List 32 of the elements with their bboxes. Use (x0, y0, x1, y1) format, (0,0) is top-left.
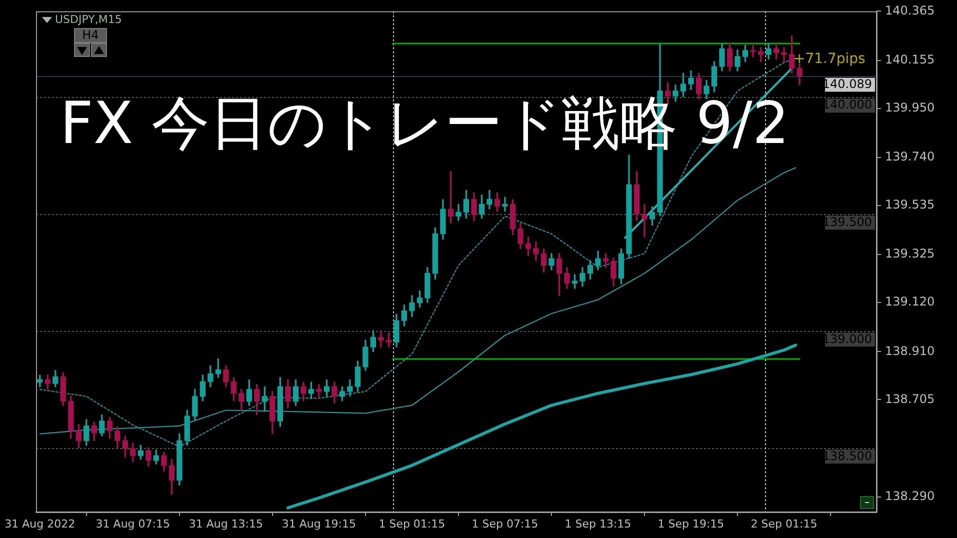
y-tick-label: 139.740 (885, 150, 935, 164)
candlestick (750, 44, 756, 58)
candlestick (781, 47, 787, 62)
ref-line-label: 139.000 (822, 332, 872, 346)
ref-line-label: 140.000 (822, 98, 872, 112)
y-tick-label: 139.325 (885, 246, 935, 261)
ref-line-label: 140.089 (822, 76, 872, 91)
y-tick-label: 138.910 (885, 344, 935, 358)
x-tick-label: 31 Aug 2022 (4, 517, 76, 530)
x-tick-label: 31 Aug 19:15 (282, 517, 356, 530)
y-tick-label: 138.705 (885, 392, 935, 406)
candlestick (378, 330, 384, 348)
candlestick (642, 204, 648, 238)
y-tick-label: 138.290 (885, 488, 935, 503)
candlestick (502, 196, 508, 212)
x-tick-label: 31 Aug 13:15 (188, 517, 263, 530)
x-tick-label: 1 Sep 01:15 (378, 517, 446, 530)
x-tick-label: 2 Sep 01:15 (750, 517, 818, 530)
ref-line-label: 139.500 (822, 214, 872, 229)
y-tick-label: 139.950 (885, 100, 935, 114)
x-tick-label: 1 Sep 13:15 (564, 517, 632, 530)
y-tick-label: 140.155 (885, 52, 935, 66)
annotation: USDJPY,M15 (55, 13, 122, 26)
y-tick-label: 139.120 (885, 294, 935, 309)
y-tick-label: 139.535 (885, 198, 935, 212)
annotation: +71.7pips (793, 50, 866, 67)
annotation: H4 (74, 28, 107, 43)
x-tick-label: 31 Aug 07:15 (96, 517, 170, 530)
x-tick-label: 1 Sep 07:15 (472, 517, 538, 530)
ref-line-label: 138.500 (822, 448, 872, 463)
y-tick-label: 140.365 (885, 3, 935, 18)
x-tick-label: 1 Sep 19:15 (658, 517, 724, 530)
